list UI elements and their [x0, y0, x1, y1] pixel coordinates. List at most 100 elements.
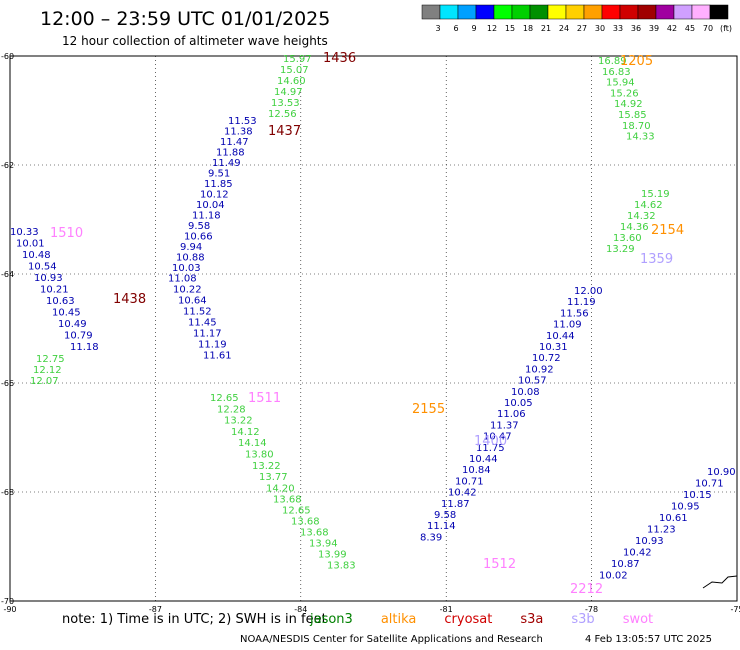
pass-time-label: 1510: [50, 226, 83, 241]
colorbar-label: 24: [559, 24, 569, 33]
wave-height-value: 11.19: [567, 297, 596, 308]
lat-tick-label: -60: [1, 52, 14, 61]
colorbar-swatch: [709, 4, 729, 20]
wave-height-value: 13.68: [273, 495, 302, 506]
satellite-legend-item: swot: [622, 612, 654, 627]
wave-height-value: 12.65: [282, 506, 311, 517]
satellite-legend-item: cryosat: [444, 612, 493, 627]
wave-height-value: 12.56: [268, 109, 297, 120]
wave-height-value: 13.53: [271, 98, 300, 109]
wave-height-value: 10.84: [462, 465, 491, 476]
wave-height-value: 14.36: [620, 222, 649, 233]
wave-height-value: 10.57: [518, 376, 547, 387]
satellite-legend-item: s3b: [571, 612, 595, 627]
wave-height-value: 9.51: [208, 169, 230, 180]
wave-height-value: 10.42: [623, 548, 652, 559]
wave-height-value: 13.29: [606, 244, 635, 255]
lon-tick-label: -78: [585, 605, 598, 612]
wave-height-value: 12.00: [574, 286, 603, 297]
colorbar-label: 36: [631, 24, 641, 33]
wave-height-value: 13.22: [252, 461, 281, 472]
units-note: note: 1) Time is in UTC; 2) SWH is in fe…: [62, 612, 327, 627]
wave-height-value: 14.60: [277, 76, 306, 87]
colorbar-label: 30: [595, 24, 605, 33]
wave-height-value: 13.83: [327, 561, 356, 572]
wave-height-value: 15.97: [283, 54, 312, 65]
wave-height-value: 10.72: [532, 353, 561, 364]
wave-height-value: 14.20: [266, 483, 295, 494]
pass-time-label: 1511: [248, 391, 281, 406]
wave-height-value: 12.07: [30, 376, 59, 387]
wave-height-value: 10.93: [34, 273, 63, 284]
wave-height-value: 15.19: [641, 189, 670, 200]
lon-tick-label: -81: [440, 605, 453, 612]
wave-height-value: 11.38: [224, 127, 253, 138]
pass-time-label: 1436: [323, 51, 356, 66]
satellite-legend: jason3 altika cryosat s3a s3b swot: [310, 612, 681, 627]
wave-height-value: 11.61: [203, 351, 232, 362]
wave-height-value: 18.70: [622, 121, 651, 132]
pass-time-label: 1205: [620, 54, 653, 69]
wave-height-value: 10.66: [184, 232, 213, 243]
wave-height-value: 10.12: [200, 190, 229, 201]
map-title: 12:00 – 23:59 UTC 01/01/2025: [40, 8, 331, 30]
wave-height-value: 10.48: [22, 250, 51, 261]
wave-height-value: 10.33: [10, 227, 39, 238]
colorbar-label: 15: [505, 24, 515, 33]
wave-height-value: 13.99: [318, 550, 347, 561]
wave-height-value: 11.08: [168, 274, 197, 285]
wave-height-value: 10.92: [525, 364, 554, 375]
pass-time-label: 1438: [113, 292, 146, 307]
wave-height-value: 10.88: [176, 253, 205, 264]
wave-height-value: 13.68: [300, 528, 329, 539]
wave-height-value: 11.53: [228, 116, 257, 127]
lon-tick-label: -75: [730, 605, 740, 612]
wave-height-value: 10.05: [504, 398, 533, 409]
wave-height-value: 14.14: [238, 438, 267, 449]
wave-height-value: 11.06: [497, 409, 526, 420]
wave-height-value: 10.02: [599, 571, 628, 582]
wave-height-value: 10.93: [635, 536, 664, 547]
wave-height-value: 10.49: [58, 319, 87, 330]
wave-height-value: 10.15: [683, 490, 712, 501]
pass-time-label: 1400: [474, 434, 507, 449]
wave-height-value: 13.60: [613, 233, 642, 244]
colorbar-label: 39: [649, 24, 659, 33]
wave-height-value: 10.64: [178, 296, 207, 307]
wave-height-value: 11.14: [427, 521, 456, 532]
wave-height-value: 9.94: [180, 242, 202, 253]
wave-height-value: 11.87: [441, 499, 470, 510]
wave-height-value: 14.97: [274, 87, 303, 98]
pass-time-label: 1359: [640, 252, 673, 267]
wave-height-value: 11.56: [560, 308, 589, 319]
wave-height-value: 15.07: [280, 65, 309, 76]
footer-timestamp: 4 Feb 13:05:57 UTC 2025: [585, 634, 712, 645]
wave-height-value: 10.79: [64, 331, 93, 342]
wave-height-value: 9.58: [188, 221, 210, 232]
wave-height-value: 11.18: [192, 211, 221, 222]
wave-height-value: 13.68: [291, 517, 320, 528]
lat-tick-label: -68: [1, 488, 14, 497]
lon-tick-label: -84: [294, 605, 307, 612]
wave-height-value: 15.85: [618, 110, 647, 121]
wave-height-value: 10.22: [173, 285, 202, 296]
wave-height-value: 11.09: [553, 320, 582, 331]
wave-height-value: 12.12: [33, 365, 62, 376]
lon-tick-label: -90: [3, 605, 16, 612]
wave-height-value: 10.21: [40, 285, 69, 296]
wave-height-value: 10.71: [455, 476, 484, 487]
wave-height-value: 9.58: [434, 510, 456, 521]
footer-organization: NOAA/NESDIS Center for Satellite Applica…: [240, 634, 543, 645]
colorbar-label: 12: [487, 24, 497, 33]
colorbar-label: 70: [703, 24, 713, 33]
wave-height-value: 13.22: [224, 416, 253, 427]
wave-height-value: 10.95: [671, 502, 700, 513]
wave-height-value: 10.03: [172, 263, 201, 274]
wave-height-colorbar: 3 6 9 12 15 18 21 24 27 30 33 36 39 42 45 70 (ft): [421, 4, 732, 33]
colorbar-label: 42: [667, 24, 677, 33]
colorbar-label: 27: [577, 24, 587, 33]
coastline: [702, 575, 738, 589]
colorbar-label: (ft): [720, 24, 732, 33]
wave-height-value: 10.54: [28, 262, 57, 273]
altimeter-map: -90 -87 -84 -81 -78 -75 -60 -62 -64 -66 -68 -70 15.9…: [1, 51, 740, 612]
